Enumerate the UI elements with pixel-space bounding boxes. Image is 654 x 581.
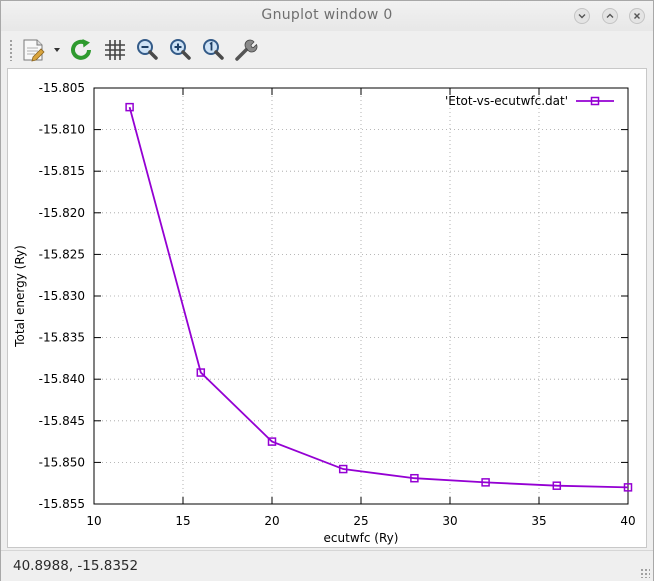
data-point [338, 464, 348, 474]
data-point [196, 368, 206, 377]
replot-button[interactable] [68, 37, 94, 63]
y-tick-label: -15.835 [39, 331, 85, 345]
toolbar-grip[interactable] [9, 39, 13, 61]
cursor-coordinates: 40.8988, -15.8352 [13, 558, 139, 574]
legend-label: 'Etot-vs-ecutwfc.dat' [445, 94, 568, 108]
data-point [552, 481, 562, 490]
status-bar: 40.8988, -15.8352 [1, 550, 653, 581]
x-tick-label: 15 [175, 514, 190, 528]
x-tick-label: 10 [86, 514, 101, 528]
data-point [267, 437, 277, 446]
plot-border [93, 87, 629, 505]
y-tick-label: -15.850 [39, 455, 85, 469]
close-button[interactable] [629, 8, 645, 24]
data-point [481, 478, 490, 487]
toolbar [1, 32, 653, 67]
x-tick-label: 25 [353, 514, 368, 528]
y-tick-label: -15.845 [39, 414, 85, 428]
y-axis-label: Total energy (Ry) [13, 245, 27, 348]
x-axis-label: ecutwfc (Ry) [324, 531, 399, 545]
x-tick-label: 40 [620, 514, 635, 528]
y-tick-label: -15.810 [39, 123, 85, 137]
x-tick-label: 30 [442, 514, 457, 528]
resize-grip[interactable] [640, 568, 650, 578]
plot-area[interactable]: 10 15 20 25 30 35 40 -15.805 -15.810 -15.815 -15.8… [7, 68, 647, 548]
maximize-button[interactable] [602, 8, 618, 24]
title-bar[interactable]: Gnuplot window 0 [1, 1, 653, 31]
y-tick-label: -15.815 [39, 164, 85, 178]
export-button[interactable] [21, 37, 63, 63]
window-title: Gnuplot window 0 [261, 7, 393, 23]
zoom-reset-icon [203, 39, 224, 60]
x-tick-label: 20 [264, 514, 279, 528]
minimize-button[interactable] [574, 8, 590, 24]
close-icon [634, 13, 640, 19]
y-tick-label: -15.830 [39, 289, 85, 303]
series-line [128, 106, 629, 489]
grid-button[interactable] [102, 37, 128, 63]
zoom-in-icon [170, 39, 191, 60]
zoom-reset-button[interactable] [200, 37, 226, 63]
y-tick-label: -15.840 [39, 372, 85, 386]
export-icon [23, 39, 60, 62]
legend-marker [590, 96, 600, 106]
data-point [410, 473, 419, 483]
y-tick-label: -15.825 [39, 247, 85, 261]
data-point [125, 102, 134, 112]
y-tick-label: -15.855 [39, 497, 85, 511]
zoom-out-icon [137, 39, 158, 60]
chevron-down-icon [578, 14, 586, 19]
replot-icon [71, 39, 91, 60]
chevron-up-icon [606, 13, 614, 18]
data-point [623, 483, 633, 492]
x-tick-label: 35 [531, 514, 546, 528]
y-tick-label: -15.805 [39, 81, 85, 95]
wrench-icon [235, 39, 258, 61]
settings-button[interactable] [233, 37, 259, 63]
zoom-out-button[interactable] [134, 37, 160, 63]
zoom-in-button[interactable] [167, 37, 193, 63]
grid-icon [105, 40, 125, 60]
energy-convergence-chart: 10 15 20 25 30 35 40 -15.805 -15.810 -15.815 -15.8… [13, 81, 636, 545]
y-tick-label: -15.820 [39, 206, 85, 220]
